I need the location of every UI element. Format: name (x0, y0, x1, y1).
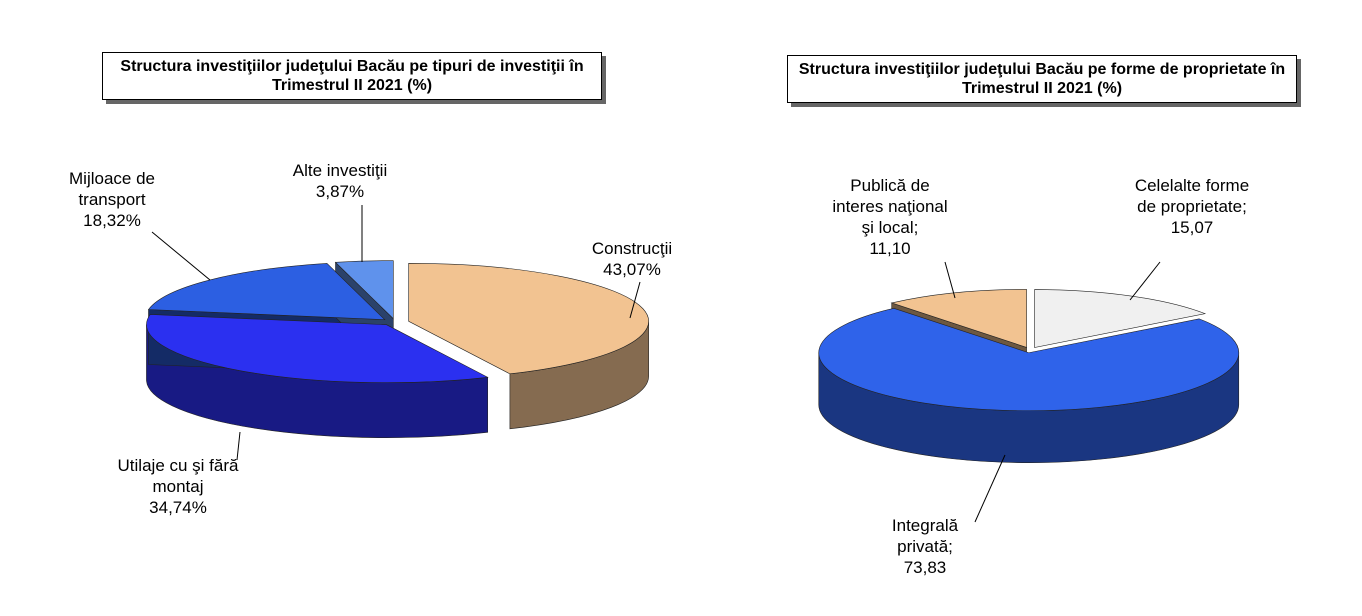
slice (818, 307, 1240, 412)
slice (1034, 289, 1207, 348)
leader-line (1129, 261, 1161, 301)
slice (408, 262, 649, 375)
slice (334, 260, 394, 320)
slice (146, 314, 489, 383)
leader-line (151, 231, 211, 281)
slice-value: 3,87% (315, 182, 365, 201)
leader-line (974, 454, 1006, 523)
leader-line (629, 281, 641, 319)
leader-line (944, 261, 956, 299)
slice-label: Alte investiţii (292, 161, 388, 180)
leader-line (236, 431, 241, 461)
slice-label: Mijloace de transport (69, 169, 155, 209)
slice-value: 43,07% (603, 260, 661, 279)
slice-label: Publică de interes naţional şi local; (832, 176, 948, 237)
slice-value: 15,07 (1170, 218, 1214, 237)
slice-label: Utilaje cu şi fără montaj (117, 456, 239, 496)
slice-label: Celelalte forme de proprietate; (1134, 176, 1250, 216)
slice-value: 73,83 (903, 558, 947, 577)
slice (890, 289, 1027, 348)
slice-value: 11,10 (869, 239, 911, 258)
slice-label: Integrală privată; (891, 516, 959, 556)
chart-title: Structura investiţiilor judeţului Bacău … (102, 52, 602, 100)
slice-value: 18,32% (83, 211, 141, 230)
slice-value: 34,74% (149, 498, 207, 517)
slice-label: Construcţii (591, 239, 673, 258)
chart-title: Structura investiţiilor judeţului Bacău … (787, 55, 1297, 103)
